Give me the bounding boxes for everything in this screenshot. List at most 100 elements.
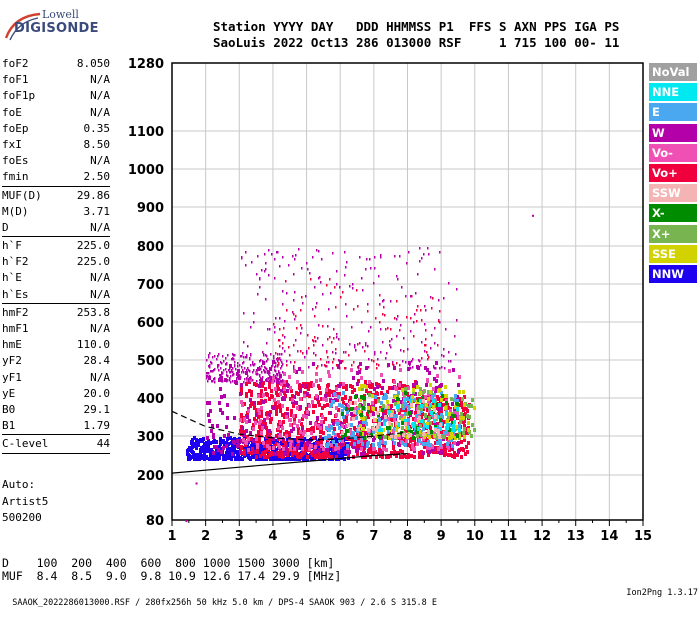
echo-point-sparse-w bbox=[421, 341, 423, 344]
echo-point-sparse-vo+ bbox=[383, 306, 385, 309]
echo-point-sse bbox=[362, 427, 365, 431]
echo-point-sparse-w bbox=[345, 303, 347, 306]
echo-point-vo+ bbox=[276, 452, 279, 456]
echo-point-sparse-w bbox=[328, 361, 330, 364]
echo-point-upper-trace bbox=[222, 380, 224, 383]
echo-point-upper-trace bbox=[221, 380, 223, 383]
echo-point-sparse-vo+ bbox=[437, 344, 439, 347]
echo-point-vo- bbox=[407, 421, 410, 425]
echo-point-e bbox=[384, 396, 387, 400]
echo-point-vo+ bbox=[412, 417, 415, 421]
echo-point-x- bbox=[345, 407, 348, 411]
param-row: MUF(D) 29.86 bbox=[2, 188, 110, 204]
echo-point-upper-trace bbox=[208, 365, 210, 368]
echo-point-w bbox=[400, 435, 403, 439]
echo-point-vo+ bbox=[345, 415, 348, 419]
echo-point-vo+ bbox=[454, 433, 457, 437]
echo-point-vo+ bbox=[401, 455, 404, 459]
echo-point-vo+ bbox=[284, 441, 287, 445]
echo-point-sparse-w bbox=[380, 328, 382, 331]
echo-point-sparse-w bbox=[293, 299, 295, 302]
echo-point-vo- bbox=[434, 398, 437, 402]
echo-point-sparse-vo+ bbox=[416, 320, 418, 323]
echo-point-upper-trace bbox=[232, 371, 234, 374]
echo-point-nnw bbox=[251, 455, 254, 459]
echo-point-vo+ bbox=[463, 395, 466, 399]
echo-point-vo- bbox=[427, 400, 430, 404]
echo-point-sparse-w bbox=[435, 367, 437, 370]
param-value: 29.1 bbox=[83, 402, 111, 416]
echo-point-w bbox=[358, 421, 361, 425]
echo-point-sparse-w bbox=[441, 354, 443, 357]
echo-point-sparse-vo+ bbox=[371, 359, 373, 362]
echo-point-ssw bbox=[394, 435, 397, 439]
echo-point-ssw bbox=[349, 401, 352, 405]
echo-point-vo- bbox=[322, 397, 325, 401]
echo-point-sparse-w bbox=[393, 364, 395, 367]
echo-point-w bbox=[435, 386, 438, 390]
echo-point-sparse-w bbox=[286, 360, 288, 363]
echo-point-sparse-vo+ bbox=[438, 320, 440, 323]
echo-point-vo+ bbox=[312, 453, 315, 457]
echo-point-nne bbox=[387, 410, 390, 414]
logo-swoosh-icon bbox=[4, 12, 41, 41]
echo-point-vo+ bbox=[453, 455, 456, 459]
echo-point-w bbox=[332, 448, 335, 452]
echo-point-vo+ bbox=[420, 450, 423, 454]
param-label: B1 bbox=[2, 419, 16, 433]
echo-point-upper-trace bbox=[248, 380, 250, 383]
echo-point-sparse-w bbox=[403, 337, 405, 340]
echo-point-nnw bbox=[212, 440, 215, 444]
echo-point-e bbox=[346, 444, 349, 448]
echo-point-upper-trace bbox=[279, 357, 281, 360]
echo-point-sparse-w bbox=[282, 256, 284, 259]
echo-point-x+ bbox=[428, 416, 431, 420]
echo-point-w bbox=[219, 408, 222, 412]
echo-point-sparse-w bbox=[294, 258, 296, 261]
echo-point-nnw bbox=[309, 454, 312, 458]
echo-point-sparse-w bbox=[414, 313, 416, 316]
echo-point-ssw bbox=[357, 427, 360, 431]
echo-point-vo+ bbox=[293, 417, 296, 421]
param-row: fmin 2.50 bbox=[2, 169, 110, 185]
param-row: yE 20.0 bbox=[2, 386, 110, 402]
echo-point-x+ bbox=[435, 436, 438, 440]
echo-point-w bbox=[248, 419, 251, 423]
echo-point-sse bbox=[378, 432, 381, 436]
echo-point-sse bbox=[429, 390, 432, 394]
echo-point-upper-trace bbox=[280, 376, 282, 379]
echo-point-vo- bbox=[262, 393, 265, 397]
echo-point-w bbox=[272, 406, 275, 410]
echo-point-upper-trace bbox=[250, 364, 252, 367]
echo-point-sparse-w bbox=[282, 347, 284, 350]
echo-point-sparse-vo+ bbox=[348, 354, 350, 357]
echo-point-upper-trace bbox=[232, 380, 234, 383]
param-row: foF1 N/A bbox=[2, 72, 110, 88]
echo-point-upper-trace bbox=[279, 378, 281, 381]
echo-point-nnw bbox=[275, 457, 278, 461]
legend-item-sse: SSE bbox=[649, 244, 697, 263]
echo-point-nnw bbox=[294, 456, 297, 460]
echo-point-vo- bbox=[279, 392, 282, 396]
echo-point-x- bbox=[362, 406, 365, 410]
echo-point-nnw bbox=[253, 454, 256, 458]
param-value: 28.4 bbox=[83, 354, 111, 368]
echo-point-nnw bbox=[229, 436, 232, 440]
echo-point-x+ bbox=[462, 431, 465, 435]
param-row: h`F 225.0 bbox=[2, 238, 110, 254]
echo-point-vo+ bbox=[297, 455, 300, 459]
echo-point-x+ bbox=[420, 407, 423, 411]
echo-point-nnw bbox=[209, 453, 212, 457]
echo-point-upper-trace bbox=[259, 360, 261, 363]
echo-point-vo+ bbox=[418, 455, 421, 459]
echo-point-e bbox=[372, 430, 375, 434]
echo-point-x+ bbox=[423, 389, 426, 393]
echo-point-sparse-w bbox=[316, 302, 318, 305]
echo-point-w bbox=[410, 410, 413, 414]
logo-text-top: Lowell bbox=[42, 8, 79, 21]
echo-point-vo+ bbox=[328, 393, 331, 397]
echo-point-w bbox=[372, 412, 375, 416]
echo-point-upper-trace bbox=[250, 376, 252, 379]
echo-point-x- bbox=[451, 414, 454, 418]
echo-point-e bbox=[350, 423, 353, 427]
